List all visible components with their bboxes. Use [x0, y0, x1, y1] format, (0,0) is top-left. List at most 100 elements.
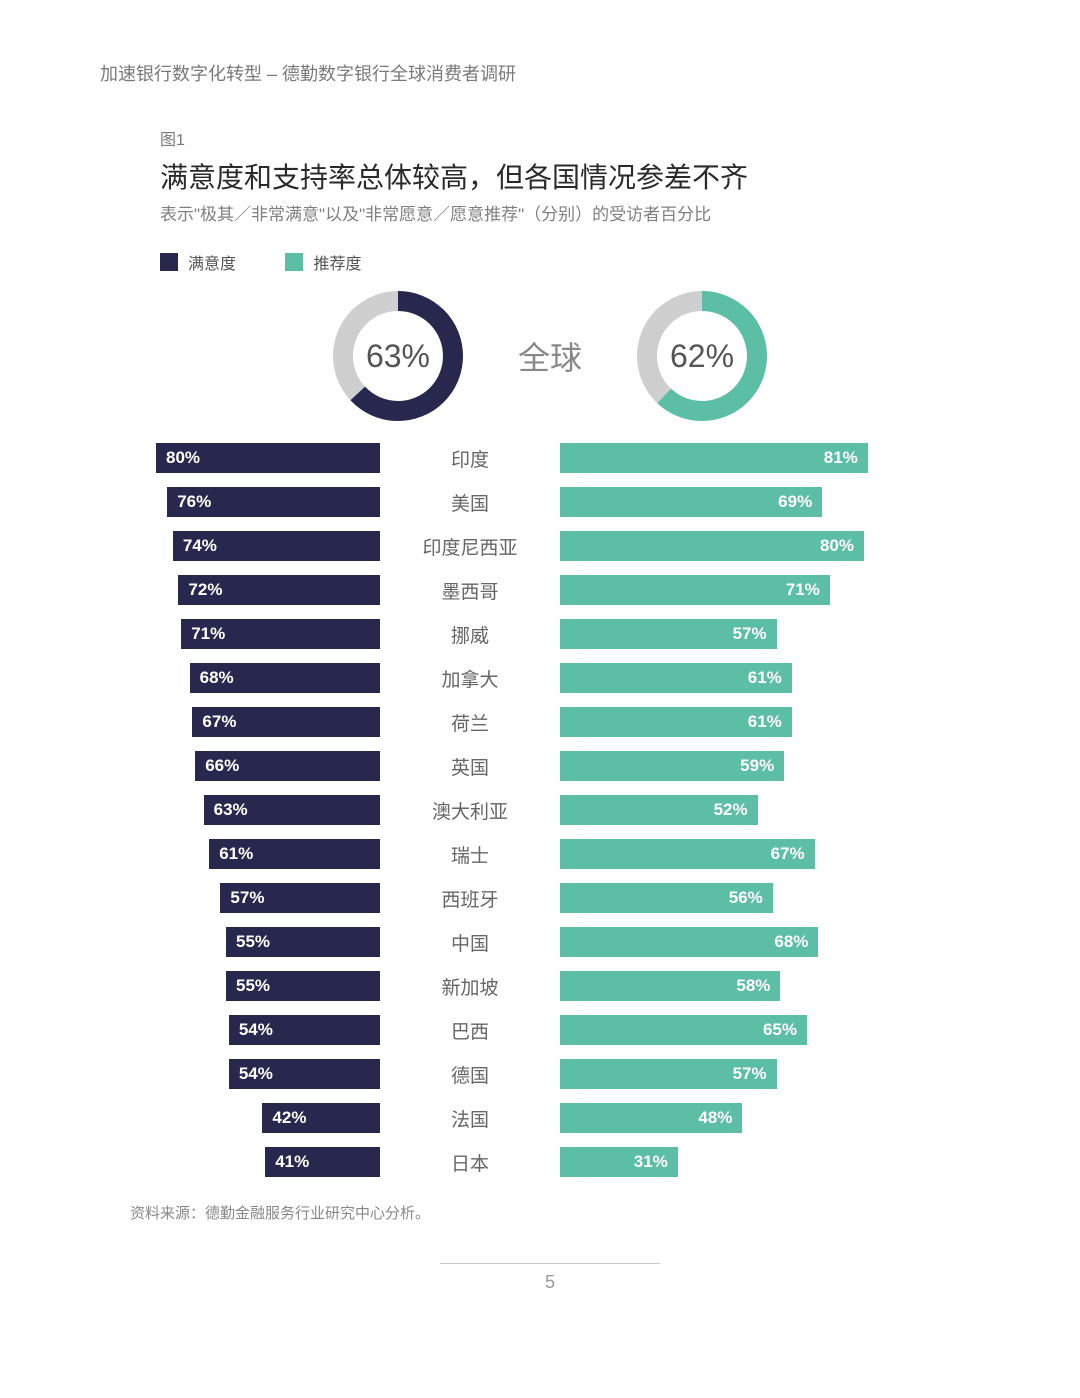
recommend-cell: 81% [560, 443, 940, 473]
satisfaction-cell: 80% [100, 443, 380, 473]
satisfaction-cell: 54% [100, 1059, 380, 1089]
recommend-cell: 67% [560, 839, 940, 869]
recommend-cell: 80% [560, 531, 940, 561]
recommend-bar: 61% [560, 707, 792, 737]
satisfaction-bar: 55% [226, 971, 380, 1001]
source-note: 资料来源：德勤金融服务行业研究中心分析。 [130, 1202, 1000, 1223]
legend: 满意度 推荐度 [160, 250, 1000, 276]
satisfaction-bar: 63% [204, 795, 380, 825]
country-label: 新加坡 [380, 973, 560, 1000]
recommend-bar: 61% [560, 663, 792, 693]
country-label: 日本 [380, 1149, 560, 1176]
country-label: 西班牙 [380, 885, 560, 912]
satisfaction-cell: 55% [100, 927, 380, 957]
country-row: 61%瑞士67% [100, 832, 1000, 876]
legend-item-recommend: 推荐度 [285, 250, 361, 274]
satisfaction-bar: 42% [262, 1103, 380, 1133]
country-label: 巴西 [380, 1017, 560, 1044]
satisfaction-bar: 57% [220, 883, 380, 913]
country-rows: 80%印度81%76%美国69%74%印度尼西亚80%72%墨西哥71%71%挪… [100, 436, 1000, 1184]
recommend-bar: 80% [560, 531, 864, 561]
satisfaction-cell: 54% [100, 1015, 380, 1045]
country-label: 加拿大 [380, 665, 560, 692]
satisfaction-cell: 42% [100, 1103, 380, 1133]
satisfaction-bar: 80% [156, 443, 380, 473]
country-row: 57%西班牙56% [100, 876, 1000, 920]
country-label: 挪威 [380, 621, 560, 648]
satisfaction-bar: 74% [173, 531, 380, 561]
recommend-cell: 71% [560, 575, 940, 605]
satisfaction-bar: 71% [181, 619, 380, 649]
country-label: 荷兰 [380, 709, 560, 736]
country-label: 美国 [380, 489, 560, 516]
country-row: 54%巴西65% [100, 1008, 1000, 1052]
donut-recommend-label: 62% [637, 291, 767, 421]
satisfaction-bar: 68% [190, 663, 380, 693]
recommend-bar: 67% [560, 839, 815, 869]
satisfaction-cell: 41% [100, 1147, 380, 1177]
recommend-cell: 52% [560, 795, 940, 825]
donut-satisfaction-label: 63% [333, 291, 463, 421]
recommend-cell: 65% [560, 1015, 940, 1045]
country-row: 54%德国57% [100, 1052, 1000, 1096]
recommend-bar: 52% [560, 795, 758, 825]
country-row: 80%印度81% [100, 436, 1000, 480]
recommend-bar: 65% [560, 1015, 807, 1045]
satisfaction-cell: 66% [100, 751, 380, 781]
global-label: 全球 [518, 333, 582, 379]
satisfaction-cell: 55% [100, 971, 380, 1001]
chart-title: 满意度和支持率总体较高，但各国情况参差不齐 [160, 156, 1000, 196]
satisfaction-bar: 76% [167, 487, 380, 517]
legend-swatch-recommend [285, 253, 303, 271]
country-label: 英国 [380, 753, 560, 780]
recommend-cell: 68% [560, 927, 940, 957]
satisfaction-cell: 61% [100, 839, 380, 869]
recommend-cell: 57% [560, 619, 940, 649]
recommend-cell: 48% [560, 1103, 940, 1133]
legend-item-satisfaction: 满意度 [160, 250, 236, 274]
country-label: 澳大利亚 [380, 797, 560, 824]
country-label: 印度 [380, 445, 560, 472]
recommend-bar: 57% [560, 1059, 777, 1089]
country-row: 66%英国59% [100, 744, 1000, 788]
country-row: 41%日本31% [100, 1140, 1000, 1184]
satisfaction-bar: 61% [209, 839, 380, 869]
recommend-bar: 68% [560, 927, 818, 957]
doc-header: 加速银行数字化转型 – 德勤数字银行全球消费者调研 [100, 60, 1000, 86]
satisfaction-bar: 66% [195, 751, 380, 781]
satisfaction-cell: 57% [100, 883, 380, 913]
country-row: 76%美国69% [100, 480, 1000, 524]
country-row: 55%新加坡58% [100, 964, 1000, 1008]
satisfaction-cell: 76% [100, 487, 380, 517]
legend-label-recommend: 推荐度 [313, 250, 361, 274]
satisfaction-bar: 67% [192, 707, 380, 737]
legend-label-satisfaction: 满意度 [188, 250, 236, 274]
satisfaction-cell: 72% [100, 575, 380, 605]
donut-satisfaction: 63% [333, 291, 463, 421]
country-row: 42%法国48% [100, 1096, 1000, 1140]
country-row: 74%印度尼西亚80% [100, 524, 1000, 568]
country-row: 67%荷兰61% [100, 700, 1000, 744]
recommend-cell: 61% [560, 663, 940, 693]
satisfaction-bar: 55% [226, 927, 380, 957]
recommend-cell: 61% [560, 707, 940, 737]
recommend-cell: 31% [560, 1147, 940, 1177]
country-row: 68%加拿大61% [100, 656, 1000, 700]
country-label: 墨西哥 [380, 577, 560, 604]
country-row: 55%中国68% [100, 920, 1000, 964]
figure-number: 图1 [160, 126, 1000, 150]
satisfaction-bar: 72% [178, 575, 380, 605]
recommend-cell: 69% [560, 487, 940, 517]
recommend-bar: 69% [560, 487, 822, 517]
page: 加速银行数字化转型 – 德勤数字银行全球消费者调研 图1 满意度和支持率总体较高… [0, 0, 1080, 1398]
country-row: 71%挪威57% [100, 612, 1000, 656]
country-label: 法国 [380, 1105, 560, 1132]
satisfaction-bar: 54% [229, 1015, 380, 1045]
recommend-cell: 57% [560, 1059, 940, 1089]
satisfaction-bar: 41% [265, 1147, 380, 1177]
country-label: 中国 [380, 929, 560, 956]
global-donuts-row: 63% 全球 62% [100, 291, 1000, 421]
recommend-bar: 56% [560, 883, 773, 913]
recommend-bar: 57% [560, 619, 777, 649]
satisfaction-cell: 71% [100, 619, 380, 649]
